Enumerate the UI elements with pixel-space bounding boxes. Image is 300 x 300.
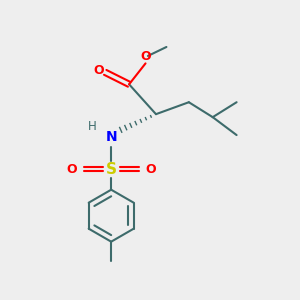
Text: O: O: [140, 50, 151, 63]
Text: O: O: [145, 163, 156, 176]
Text: N: N: [105, 130, 117, 144]
Text: O: O: [67, 163, 77, 176]
Text: O: O: [93, 64, 104, 77]
Text: H: H: [87, 120, 96, 133]
Text: S: S: [106, 162, 117, 177]
